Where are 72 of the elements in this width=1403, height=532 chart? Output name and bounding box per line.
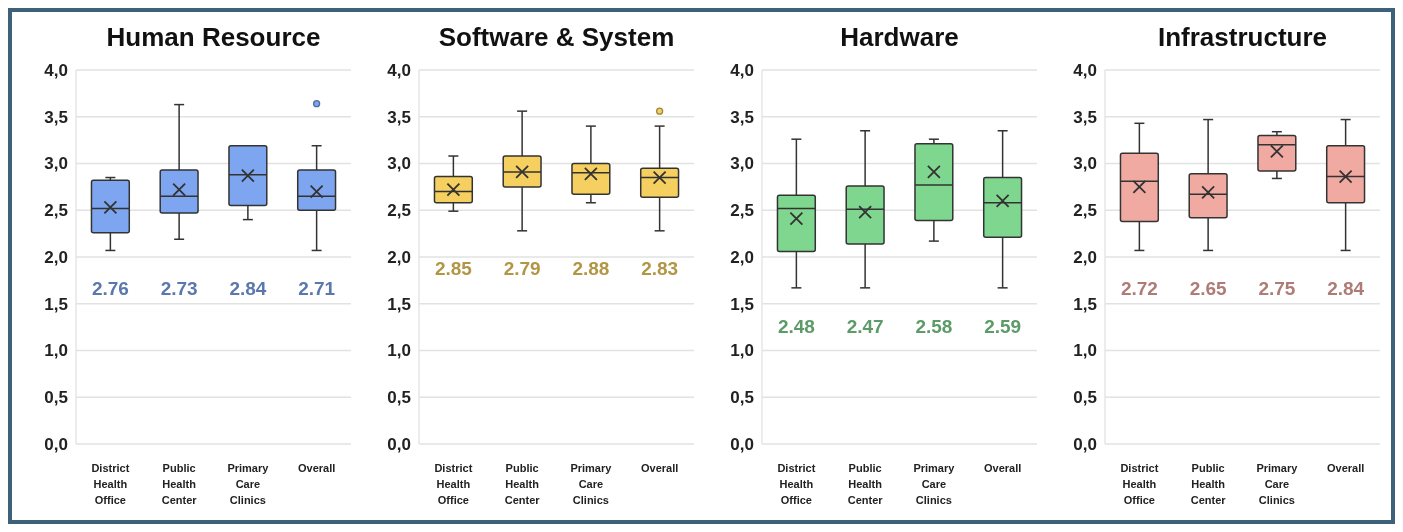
annotation: 2.58 [915, 315, 953, 337]
chart-title: Hardware [840, 22, 959, 52]
x-tick-label: Public Health Center [161, 462, 198, 506]
y-tick-label: 0,5 [730, 388, 754, 408]
annotation: 2.71 [298, 278, 336, 300]
x-tick-label: District Health Office [91, 462, 130, 506]
annotation: 2.88 [572, 258, 610, 280]
x-tick-label: Overall [1326, 462, 1365, 474]
y-tick-label: 3,5 [387, 107, 411, 127]
annotation: 2.48 [777, 315, 815, 337]
x-tick-label: District Health Office [434, 462, 473, 506]
y-tick-label: 3,5 [1073, 107, 1097, 127]
y-tick-label: 0,5 [387, 388, 411, 408]
annotation: 2.83 [641, 258, 679, 280]
y-tick-label: 3,0 [730, 154, 754, 174]
annotation: 2.47 [846, 315, 884, 337]
y-tick-label: 3,5 [44, 107, 68, 127]
x-tick-label: Primary Care Clinics [570, 462, 613, 506]
x-tick-label: Overall [297, 462, 336, 474]
y-tick-label: 2,5 [44, 201, 68, 221]
y-tick-label: 2,0 [387, 247, 411, 267]
y-tick-label: 4,0 [1073, 60, 1097, 80]
annotation: 2.85 [434, 258, 473, 280]
y-tick-label: 4,0 [730, 60, 754, 80]
y-tick-label: 1,0 [1073, 341, 1097, 361]
annotation: 2.65 [1189, 278, 1228, 300]
x-tick-label: Public Health Center [1190, 462, 1227, 506]
y-tick-label: 1,5 [387, 294, 411, 314]
y-tick-label: 2,5 [387, 201, 411, 221]
y-tick-label: 0,0 [387, 434, 411, 454]
y-tick-label: 1,0 [44, 341, 68, 361]
x-tick-label: Primary Care Clinics [913, 462, 956, 506]
y-tick-label: 1,5 [44, 294, 68, 314]
annotation: 2.84 [229, 278, 267, 300]
y-tick-label: 0,5 [44, 388, 68, 408]
annotation: 2.72 [1120, 278, 1158, 300]
y-tick-label: 2,5 [730, 201, 754, 221]
y-tick-label: 0,0 [730, 434, 754, 454]
y-tick-label: 4,0 [44, 60, 68, 80]
x-tick-label: District Health Office [1120, 462, 1159, 506]
annotation: 2.76 [91, 278, 129, 300]
y-tick-label: 0,0 [44, 434, 68, 454]
y-tick-label: 4,0 [387, 60, 411, 80]
y-tick-label: 0,0 [1073, 434, 1097, 454]
chart-title: Software & System [438, 22, 675, 52]
x-tick-label: Overall [983, 462, 1022, 474]
y-tick-label: 3,0 [44, 154, 68, 174]
annotation: 2.75 [1258, 278, 1296, 300]
annotation: 2.84 [1327, 278, 1365, 300]
y-tick-label: 1,5 [1073, 294, 1097, 314]
y-tick-label: 1,0 [387, 341, 411, 361]
x-tick-label: Public Health Center [504, 462, 541, 506]
y-tick-label: 2,5 [1073, 201, 1097, 221]
x-tick-label: Primary Care Clinics [1256, 462, 1299, 506]
annotation: 2.79 [503, 258, 541, 280]
y-tick-label: 2,0 [1073, 247, 1097, 267]
x-tick-label: Overall [640, 462, 679, 474]
y-tick-label: 3,0 [387, 154, 411, 174]
y-tick-label: 1,0 [730, 341, 754, 361]
x-tick-label: District Health Office [777, 462, 816, 506]
y-tick-label: 2,0 [44, 247, 68, 267]
annotation: 2.73 [160, 278, 198, 300]
annotation: 2.59 [984, 315, 1022, 337]
chart-title: Human Resource [106, 22, 321, 52]
y-tick-label: 0,5 [1073, 388, 1097, 408]
chart-title: Infrastructure [1157, 22, 1328, 52]
x-tick-label: Primary Care Clinics [227, 462, 270, 506]
y-tick-label: 2,0 [730, 247, 754, 267]
y-tick-label: 1,5 [730, 294, 754, 314]
y-tick-label: 3,5 [730, 107, 754, 127]
y-tick-label: 3,0 [1073, 154, 1097, 174]
x-tick-label: Public Health Center [847, 462, 884, 506]
